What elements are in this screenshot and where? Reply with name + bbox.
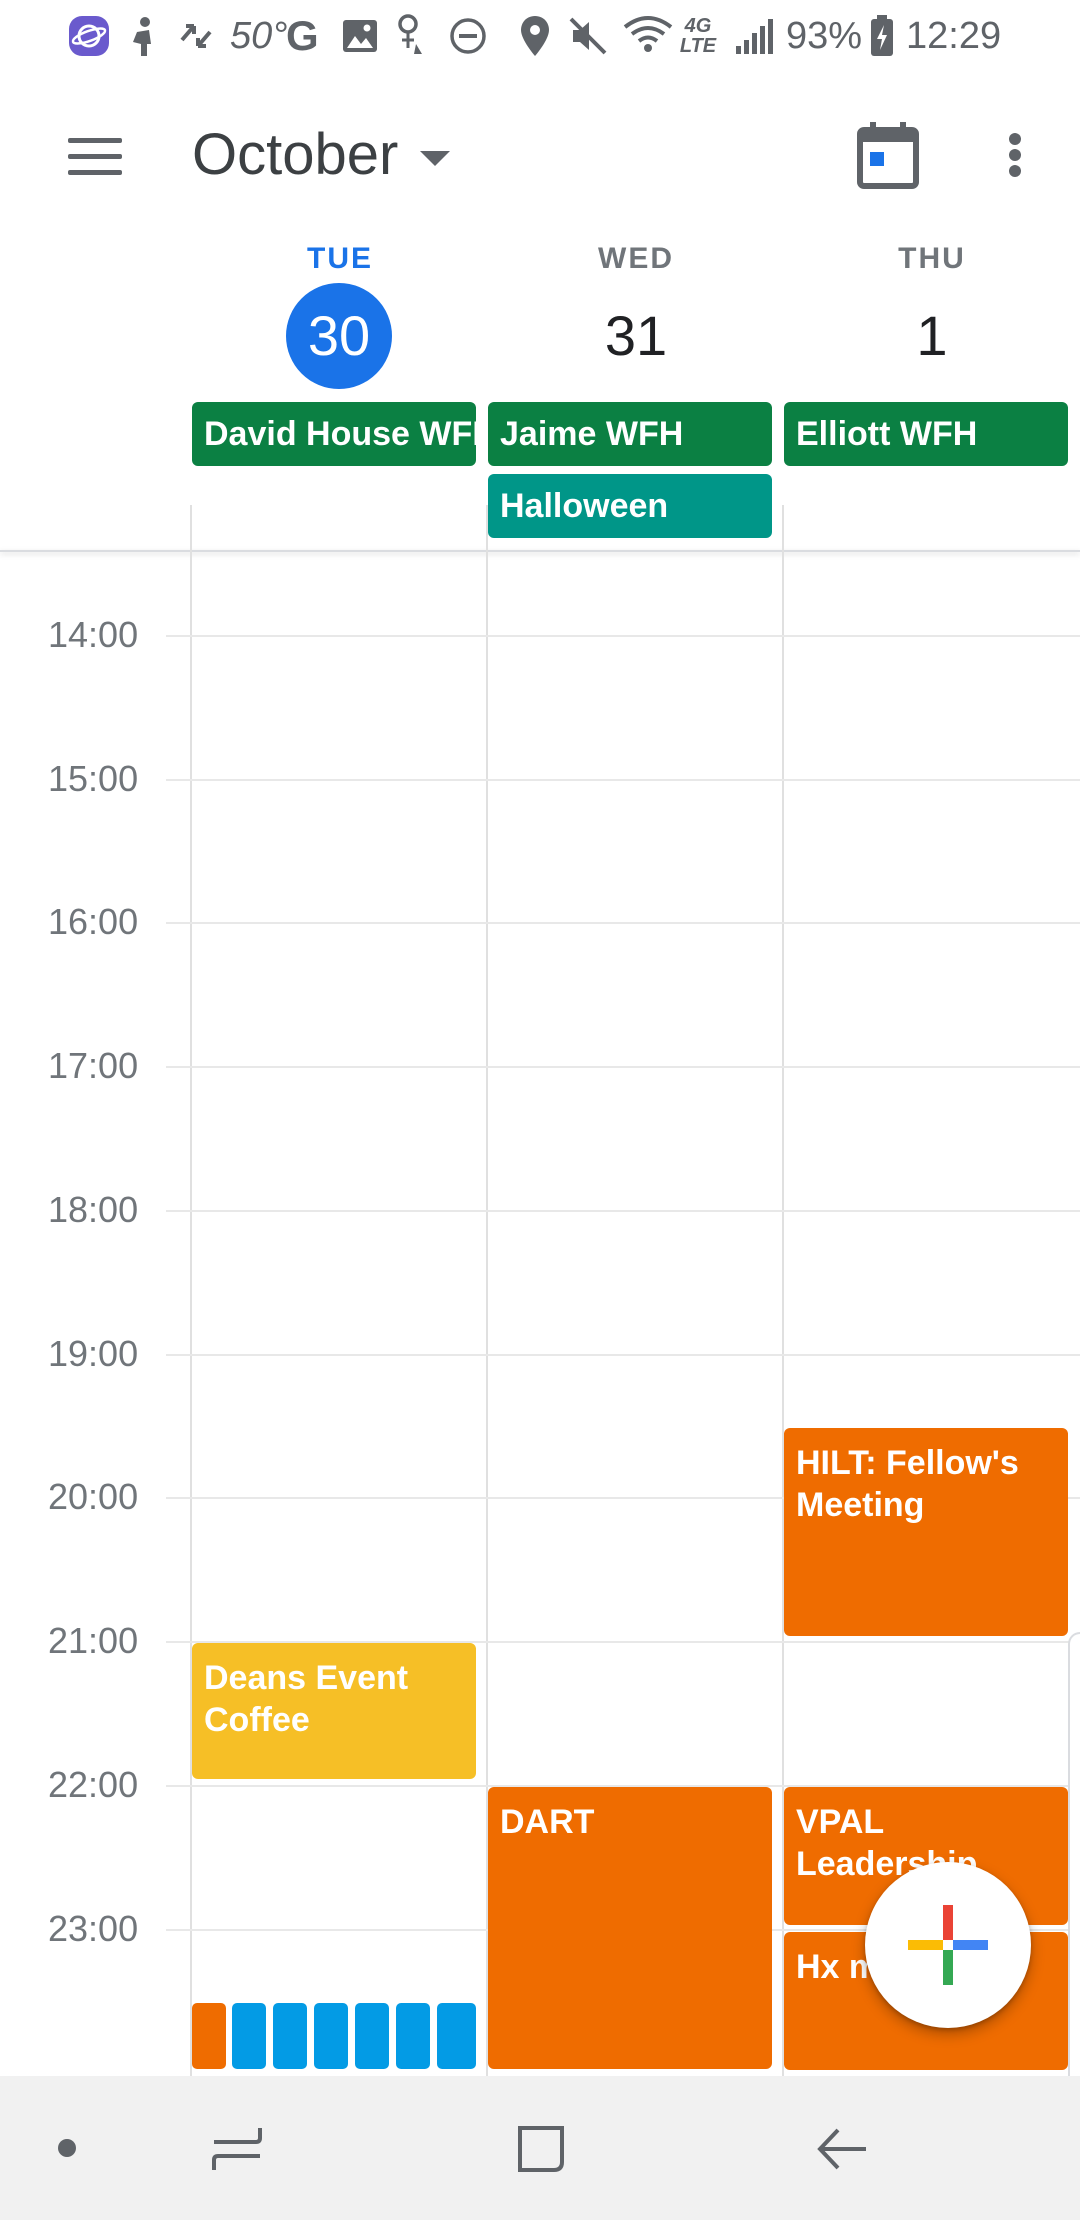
- hour-line: [166, 1785, 1080, 1787]
- clock-text: 12:29: [906, 15, 1002, 57]
- mute-icon: [566, 14, 610, 58]
- hour-label: 21:00: [48, 1620, 139, 1661]
- all-day-event-jaime-wfh[interactable]: Jaime WFH: [488, 402, 772, 466]
- back-icon[interactable]: [816, 2124, 870, 2174]
- status-bar: 50° G 4G LTE 93% 12:29: [0, 0, 1080, 75]
- battery-icon: [868, 14, 896, 58]
- date-1[interactable]: 1: [916, 304, 948, 367]
- add-icon: [908, 1905, 988, 1985]
- event-dart[interactable]: DART: [488, 1787, 772, 2069]
- day-divider: [486, 505, 488, 2076]
- accessibility-icon: [392, 14, 428, 58]
- nav-dot-icon[interactable]: [58, 2139, 76, 2157]
- event-compact[interactable]: [437, 2003, 476, 2069]
- hour-label: 20:00: [48, 1476, 139, 1517]
- lte-icon: 4G LTE: [678, 14, 718, 58]
- more-vert-icon[interactable]: [995, 125, 1035, 185]
- event-compact[interactable]: [273, 2003, 307, 2069]
- hour-line: [166, 922, 1080, 924]
- date-31[interactable]: 31: [604, 304, 668, 367]
- image-icon: [340, 14, 380, 58]
- wifi-icon: [622, 14, 674, 58]
- event-compact[interactable]: [314, 2003, 348, 2069]
- month-title: October: [192, 122, 399, 187]
- person-icon: [126, 14, 160, 58]
- system-nav-bar: [0, 2076, 1080, 2220]
- day-divider: [782, 505, 784, 2076]
- internet-icon: [66, 14, 112, 58]
- event-compact[interactable]: [355, 2003, 389, 2069]
- hour-line: [166, 779, 1080, 781]
- day-of-week-thu[interactable]: THU: [898, 242, 966, 275]
- day-of-week-tue[interactable]: TUE: [307, 242, 373, 275]
- event-deans-event-coffee[interactable]: Deans Event Coffee: [192, 1643, 476, 1779]
- event-compact[interactable]: [232, 2003, 266, 2069]
- all-day-event-elliott-wfh[interactable]: Elliott WFH: [784, 402, 1068, 466]
- location-icon: [518, 14, 552, 58]
- scroll-edge-indicator: [1068, 1632, 1080, 2078]
- network-type-text: 4G LTE: [679, 15, 717, 57]
- hour-label: 17:00: [48, 1045, 139, 1086]
- event-compact[interactable]: [192, 2003, 226, 2069]
- hour-label: 15:00: [48, 758, 139, 799]
- hour-line: [166, 635, 1080, 637]
- recent-apps-icon[interactable]: [210, 2124, 264, 2174]
- event-hilt-fellows-meeting[interactable]: HILT: Fellow's Meeting: [784, 1428, 1068, 1636]
- hour-line: [166, 1210, 1080, 1212]
- hour-label: 19:00: [48, 1333, 139, 1374]
- event-compact[interactable]: [396, 2003, 430, 2069]
- signal-icon: [732, 14, 776, 58]
- battery-percent: 93%: [786, 15, 863, 57]
- dnd-icon: [446, 14, 490, 58]
- all-day-event-halloween[interactable]: Halloween: [488, 474, 772, 538]
- home-icon[interactable]: [514, 2122, 568, 2176]
- day-divider: [190, 505, 192, 2076]
- hour-label: 23:00: [48, 1908, 139, 1949]
- hour-line: [166, 1497, 1080, 1499]
- dropdown-caret-icon: [420, 150, 451, 166]
- hour-label: 18:00: [48, 1189, 139, 1230]
- sync-icon: [176, 14, 216, 58]
- month-selector[interactable]: October: [192, 120, 451, 190]
- all-day-event-david-house-wfh[interactable]: David House WFH: [192, 402, 476, 466]
- create-event-fab[interactable]: [865, 1862, 1031, 2028]
- date-30[interactable]: 30: [286, 283, 392, 389]
- temperature-text: 50°: [230, 15, 288, 57]
- hour-line: [166, 1641, 1080, 1643]
- menu-icon[interactable]: [58, 128, 136, 188]
- hour-line: [166, 1066, 1080, 1068]
- hour-label: 16:00: [48, 901, 139, 942]
- day-of-week-wed[interactable]: WED: [598, 242, 674, 275]
- hour-label: 22:00: [48, 1764, 139, 1805]
- hour-line: [166, 1354, 1080, 1356]
- header-divider: [0, 550, 1080, 552]
- calendar-today-icon[interactable]: [856, 120, 920, 190]
- g-icon: G: [286, 12, 319, 59]
- hour-label: 14:00: [48, 614, 139, 655]
